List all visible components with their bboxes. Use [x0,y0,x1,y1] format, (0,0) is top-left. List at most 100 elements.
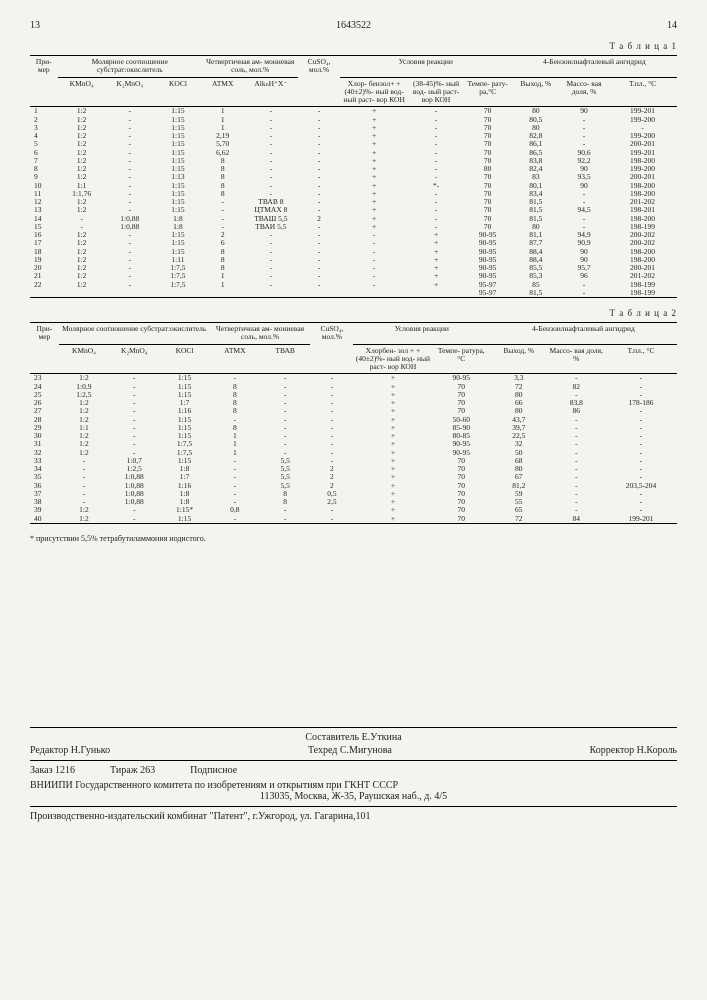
table-cell: 1:15 [154,116,202,124]
table-cell: 1:2 [58,173,106,181]
table-cell: - [310,440,353,448]
table-cell: 1:16 [159,407,209,415]
table-cell: + [409,239,464,247]
table-cell: - [106,248,154,256]
table-cell: - [106,264,154,272]
table-cell: 198-200 [608,248,677,256]
table-cell: - [106,182,154,190]
table-cell: 70 [433,399,491,407]
table-cell: + [340,198,409,206]
table-cell: - [310,457,353,465]
table-cell: 1:2 [58,116,106,124]
table-cell: - [106,239,154,247]
table-cell: + [409,281,464,289]
table-cell: - [548,416,606,424]
th-cond: Условия реакции [353,323,490,345]
table-cell: 2 [310,465,353,473]
table-cell: 24 [30,383,59,391]
th-atmk: АТМХ [202,77,243,107]
table-cell: 90,6 [560,149,608,157]
table-row: 171:2-1:156---+90-9587,790,9200-202 [30,239,677,247]
table-cell: + [353,449,432,457]
table-cell: - [409,223,464,231]
table-cell: 1 [210,432,260,440]
table-cell: - [605,416,677,424]
table-cell: 199-201 [608,149,677,157]
table-cell: 10 [30,182,58,190]
table-cell [409,289,464,298]
table-cell: 70 [433,465,491,473]
table-cell: 1:2 [58,206,106,214]
table-cell: - [298,272,339,280]
table-cell: 70 [464,223,512,231]
table-cell: 18 [30,248,58,256]
table-cell: - [310,391,353,399]
table-cell: - [243,239,298,247]
table-cell: 1:7 [159,473,209,481]
table-cell: 178-186 [605,399,677,407]
th-mass: Массо- вая доля, % [560,77,608,107]
table-cell: - [548,506,606,514]
table-cell: - [210,465,260,473]
table-row: 11:2-1:151--+-708090199-201 [30,107,677,116]
table-cell: - [210,457,260,465]
table-cell: - [109,432,159,440]
table-cell: 85-90 [433,424,491,432]
table-row: 191:2-1:118---+90-9588,490198-200 [30,256,677,264]
table-cell: 29 [30,424,59,432]
table-cell: 1:2 [58,149,106,157]
table-cell: - [548,498,606,506]
table-cell: + [340,173,409,181]
th-cuso4: CuSO₄, мол.% [310,323,353,374]
table-cell: - [243,190,298,198]
table-cell: 1:8 [159,465,209,473]
table-cell: - [109,374,159,383]
table-row: 121:2-1:15-ТВАВ 8-+-7081,5-201-202 [30,198,677,206]
table-cell: 81,5 [512,198,560,206]
table-cell: 85,5 [512,264,560,272]
table-row: 15-1:0,881:8-ТВАИ 5,5-+-7080-198-199 [30,223,677,231]
table-cell: 90-95 [464,264,512,272]
table-cell: - [243,231,298,239]
table-cell: - [605,407,677,415]
table-cell: 1:1 [58,182,106,190]
table-cell: - [106,140,154,148]
table-cell: - [409,107,464,116]
table-cell: 2 [30,116,58,124]
table-cell: 1:15 [154,132,202,140]
table-cell: 200-202 [608,231,677,239]
table-cell: - [109,515,159,524]
table-cell: - [608,124,677,132]
table-cell: + [340,157,409,165]
th-c2: (38-45)%- ный вод- ный раст- вор КОН [409,77,464,107]
table-cell: 4 [30,132,58,140]
table-cell: 72 [490,383,548,391]
table-cell: 199-201 [605,515,677,524]
table-cell: 80,1 [512,182,560,190]
table-cell: - [605,374,677,383]
table-cell: - [106,116,154,124]
table-cell: 0,5 [310,490,353,498]
table-cell: 90-95 [433,374,491,383]
table-cell: 8 [202,190,243,198]
table-cell [30,289,58,298]
table-cell: 67 [490,473,548,481]
table-cell: 70 [464,149,512,157]
table-cell: 39 [30,506,59,514]
table-cell: - [260,440,310,448]
table-cell: 80 [512,124,560,132]
table-cell: - [298,107,339,116]
table-cell: - [605,424,677,432]
table-cell: - [409,132,464,140]
table-cell: - [260,391,310,399]
table-cell: 1 [202,281,243,289]
table-cell: 8 [210,399,260,407]
table-cell: 90-95 [464,248,512,256]
table-cell: 81,5 [512,215,560,223]
table-cell: ЦТМАХ 8 [243,206,298,214]
table-cell: 55 [490,498,548,506]
table-cell: - [409,157,464,165]
table-cell: - [340,256,409,264]
table-row: 311:2-1:7,51--+90-9532-- [30,440,677,448]
table-cell: - [243,132,298,140]
